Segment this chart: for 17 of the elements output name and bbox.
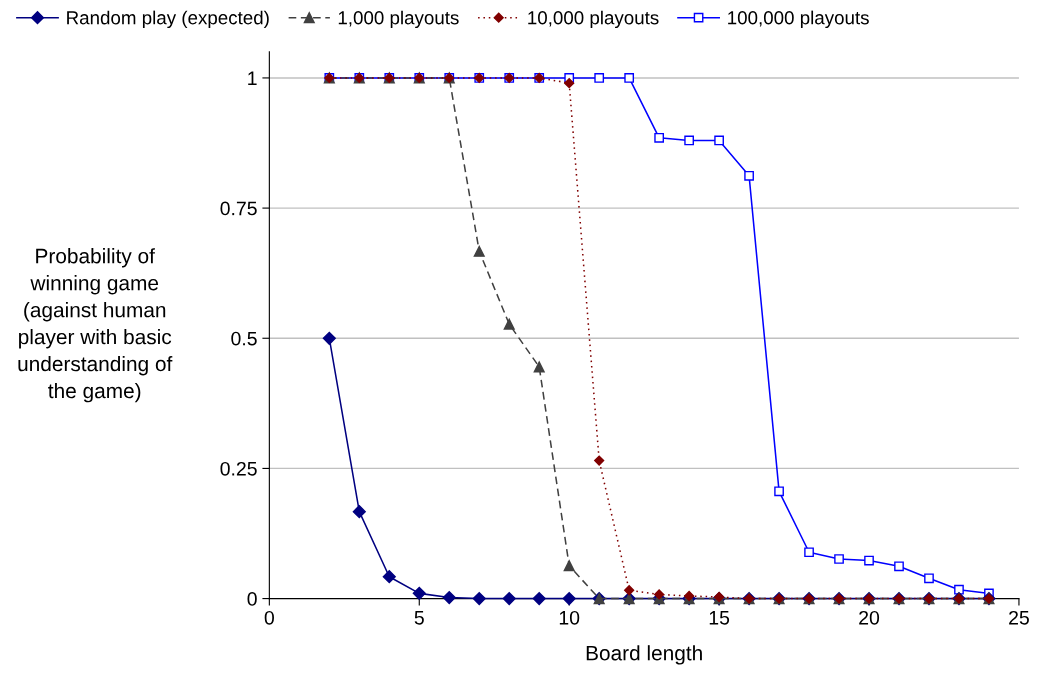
legend-label: Random play (expected) [67,10,269,29]
legend-label: 10,000 playouts [528,10,659,29]
x-tick-label: 15 [709,611,730,625]
x-tick-label: 20 [859,610,880,625]
y-tick-label: 0.25 [220,461,257,476]
x-tick-label: 25 [1009,610,1029,625]
y-tick-label: 0 [247,592,257,606]
legend-label: 1,000 playouts [338,10,459,29]
y-axis-title: Probability of winning game (against human player with basic understanding of the game) [18,248,173,403]
x-axis-title: Board length [586,645,702,665]
legend-label: 100,000 playouts [728,10,869,29]
y-tick-label: 1 [248,71,257,85]
y-tick-label: 0.5 [231,331,257,346]
x-tick-label: 0 [264,610,274,625]
x-tick-label: 5 [414,611,424,625]
y-tick-label: 0.75 [220,201,257,216]
x-tick-label: 10 [559,610,580,625]
